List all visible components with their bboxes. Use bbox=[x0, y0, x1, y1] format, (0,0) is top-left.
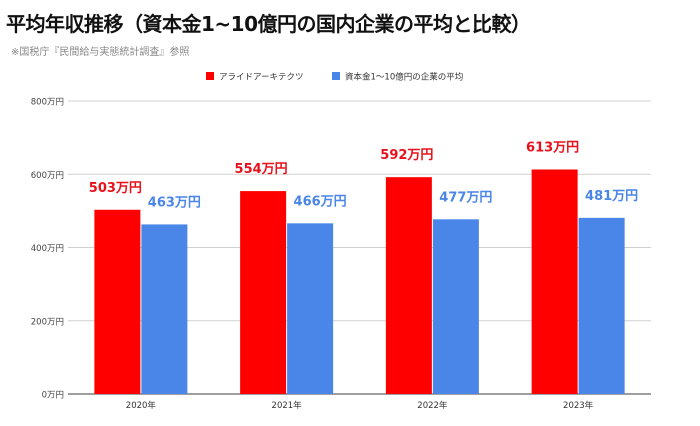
chart-page: 平均年収推移（資本金1~10億円の国内企業の平均と比較） ※国税庁『民間給与実態… bbox=[0, 0, 700, 426]
data-label: 477万円 bbox=[439, 190, 492, 205]
bar bbox=[141, 224, 187, 394]
y-tick-label: 800万円 bbox=[31, 98, 64, 108]
bar bbox=[433, 219, 479, 394]
data-label: 466万円 bbox=[294, 194, 347, 209]
bar bbox=[386, 177, 432, 394]
legend-swatch bbox=[206, 72, 214, 80]
bar bbox=[94, 210, 140, 394]
bar bbox=[532, 169, 578, 394]
data-label: 481万円 bbox=[585, 189, 638, 204]
data-label: 592万円 bbox=[380, 148, 433, 163]
x-tick-label: 2021年 bbox=[272, 400, 303, 411]
y-tick-label: 200万円 bbox=[31, 317, 64, 327]
x-tick-label: 2022年 bbox=[417, 400, 448, 411]
x-tick-label: 2020年 bbox=[126, 400, 157, 411]
x-tick-label: 2023年 bbox=[563, 400, 594, 411]
bar bbox=[240, 191, 286, 394]
data-label: 503万円 bbox=[89, 181, 142, 196]
legend-label: アライドアーキテクツ bbox=[219, 73, 304, 83]
legend-label: 資本金1～10億円の企業の平均 bbox=[345, 72, 463, 83]
y-tick-label: 400万円 bbox=[31, 244, 64, 254]
bar bbox=[287, 223, 333, 394]
bar-chart: 0万円 200万円 400万円 600万円 800万円 アライドアーキテクツ 資本金1～10… bbox=[0, 0, 700, 426]
data-label: 463万円 bbox=[148, 195, 201, 210]
y-tick-label: 0万円 bbox=[42, 391, 64, 401]
y-tick-label: 600万円 bbox=[31, 171, 64, 181]
data-label: 613万円 bbox=[526, 140, 579, 155]
bar bbox=[579, 218, 625, 394]
legend-swatch bbox=[332, 72, 340, 80]
data-label: 554万円 bbox=[235, 162, 288, 177]
